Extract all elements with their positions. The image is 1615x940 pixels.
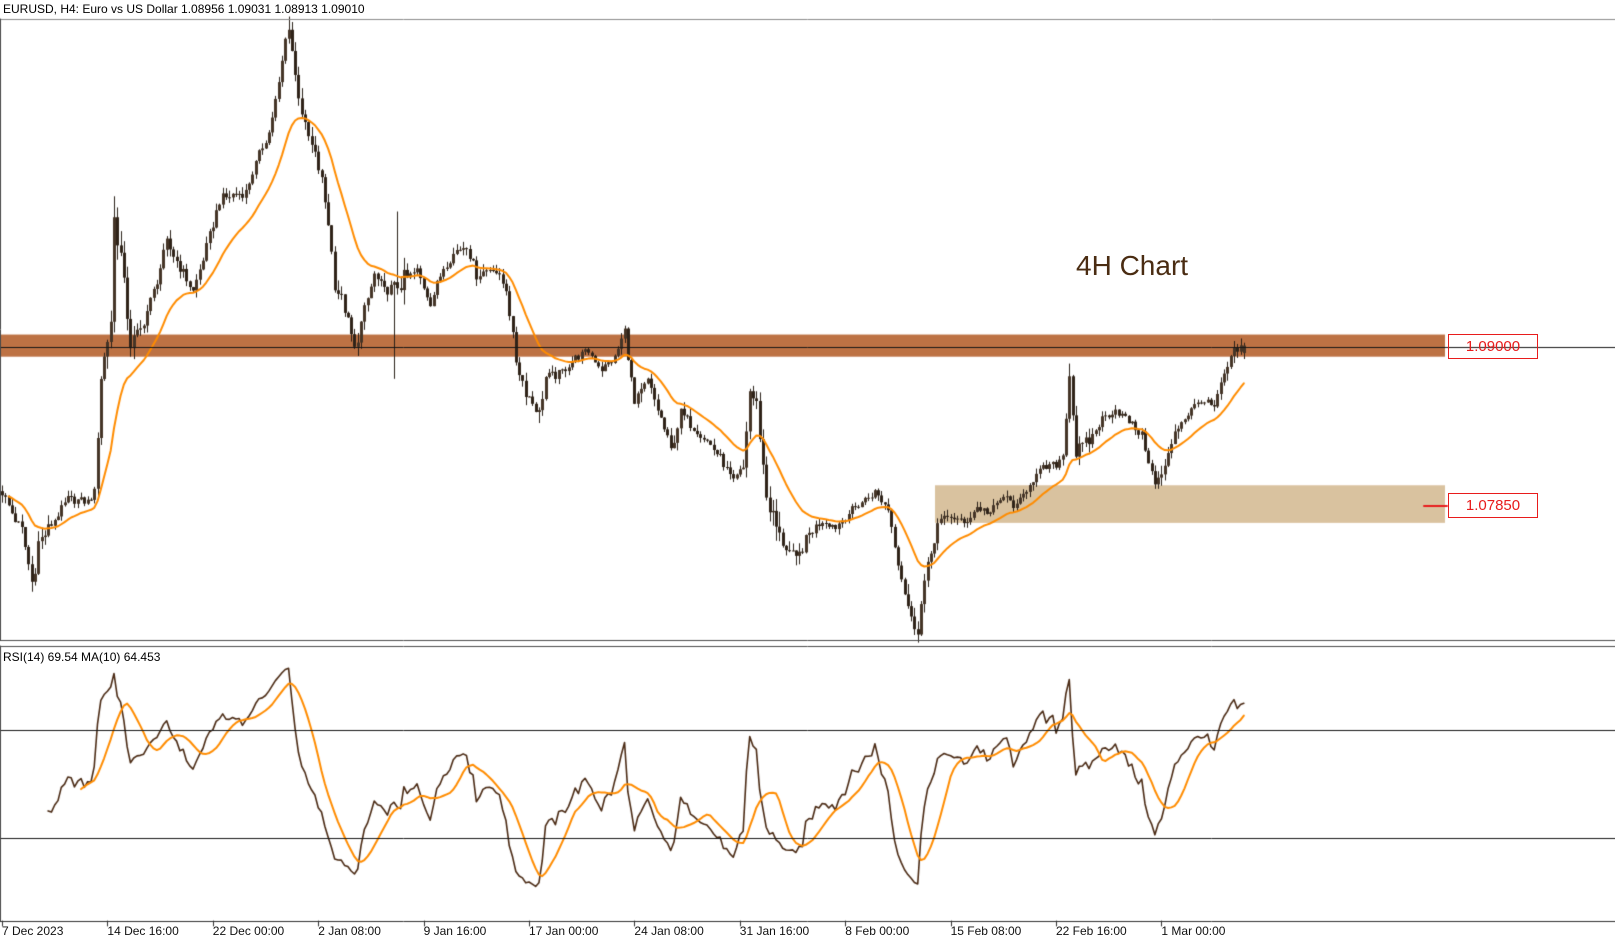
- price-label-resistance[interactable]: 1.09000: [1448, 334, 1538, 359]
- time-axis-label: 24 Jan 08:00: [634, 924, 704, 938]
- price-label-support[interactable]: 1.07850: [1448, 492, 1538, 518]
- time-axis-label: 22 Feb 16:00: [1056, 924, 1127, 938]
- time-axis-label: 14 Dec 16:00: [107, 924, 179, 938]
- time-axis-label: 22 Dec 00:00: [212, 924, 285, 938]
- time-axis-label: 2 Jan 08:00: [318, 924, 381, 938]
- time-axis-label: 8 Feb 00:00: [845, 924, 910, 938]
- rsi-panel[interactable]: [0, 646, 1615, 921]
- time-axis-label: 9 Jan 16:00: [423, 924, 487, 938]
- main-chart-panel[interactable]: [0, 19, 1615, 640]
- time-axis-label: 31 Jan 16:00: [739, 924, 810, 938]
- time-axis-label: 1 Mar 00:00: [1161, 924, 1226, 938]
- time-axis-label: 17 Jan 00:00: [529, 924, 599, 938]
- time-axis-label: 15 Feb 08:00: [950, 924, 1022, 938]
- time-axis-label: 7 Dec 2023: [2, 924, 64, 938]
